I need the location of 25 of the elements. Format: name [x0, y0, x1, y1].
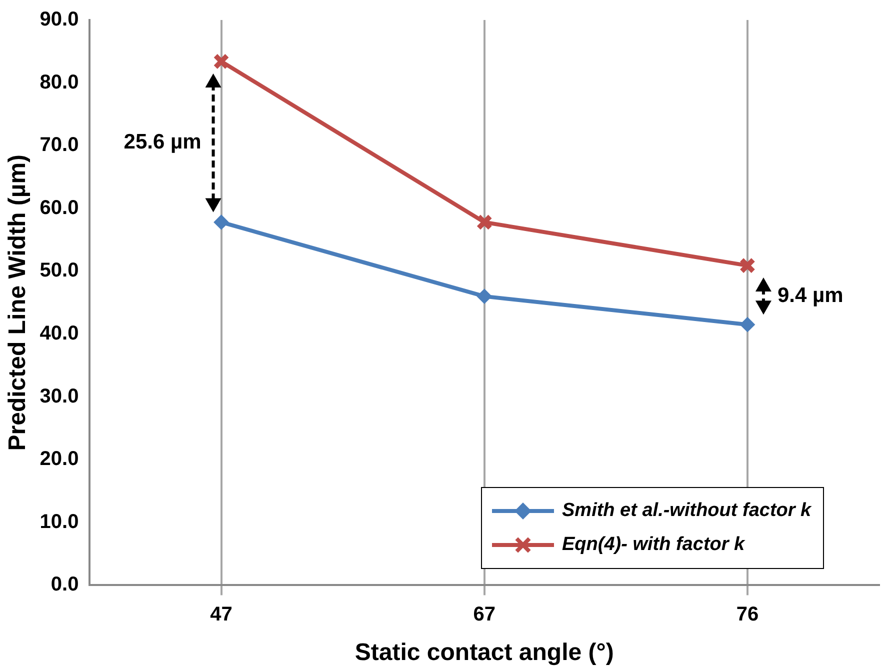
y-tick-label: 20.0: [40, 448, 79, 470]
x-axis-title: Static contact angle (°): [354, 639, 614, 666]
legend-label: Smith et al.-without factor k: [562, 500, 812, 522]
point: [476, 288, 492, 304]
y-tick-label: 90.0: [40, 8, 79, 31]
point: [476, 214, 493, 230]
annotation: 9.4 µm: [777, 284, 844, 307]
annotation: 25.6 µm: [124, 130, 202, 154]
point: [739, 257, 756, 274]
x-tick-label: 67: [473, 604, 496, 626]
y-tick-label: 60.0: [40, 196, 79, 219]
x-tick-label: 76: [736, 604, 759, 626]
x-tick-label: 47: [210, 604, 232, 626]
y-tick-label: 80.0: [40, 71, 79, 94]
point: [214, 214, 229, 230]
y-tick-label: 30.0: [40, 385, 79, 408]
y-tick-label: 40.0: [40, 322, 79, 345]
y-tick-label: 50.0: [40, 260, 79, 282]
legend-label: Eqn(4)- with factor k: [562, 534, 745, 556]
y-tick-label: 0.0: [50, 574, 79, 596]
y-tick-label: 10.0: [40, 510, 79, 533]
point: [213, 53, 230, 70]
y-tick-label: 70.0: [40, 134, 79, 156]
point: [740, 317, 755, 332]
y-axis-title: Predicted Line Width (µm): [4, 154, 32, 451]
